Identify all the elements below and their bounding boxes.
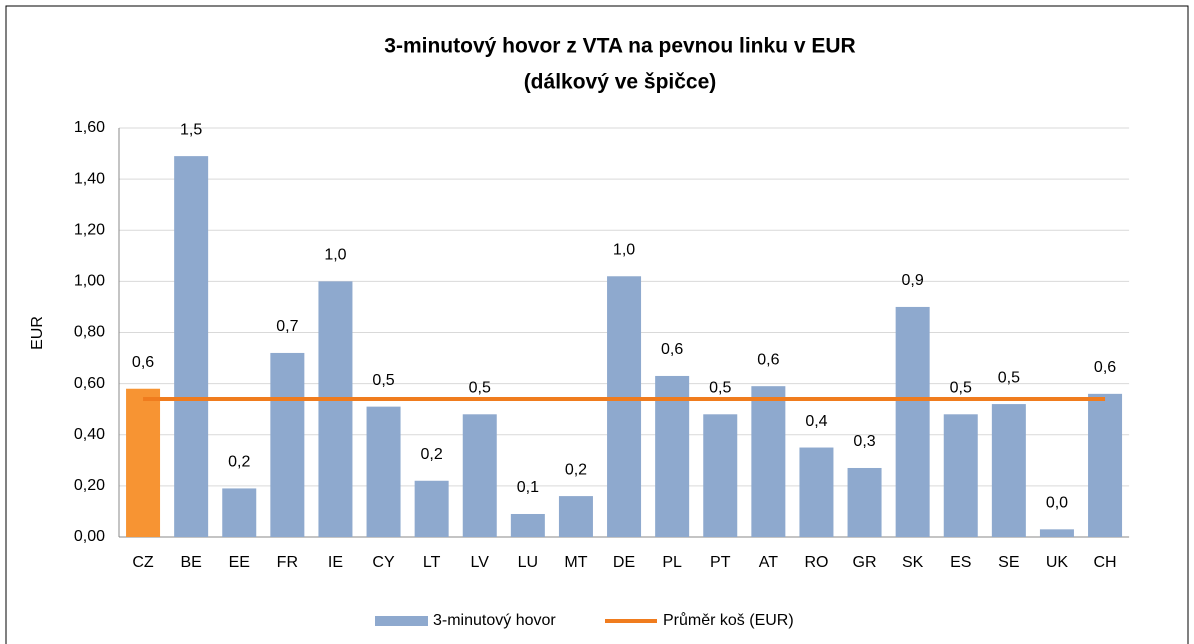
bar: [703, 414, 738, 537]
data-label: 0,5: [469, 380, 491, 397]
x-tick-label: DE: [613, 554, 635, 571]
y-tick-label: 1,40: [74, 170, 105, 187]
bar: [222, 488, 257, 537]
bar: [799, 447, 834, 537]
bar: [126, 388, 161, 537]
x-tick-label: CZ: [132, 554, 154, 571]
legend-label: 3-minutový hovor: [433, 612, 556, 629]
y-tick-label: 0,80: [74, 324, 105, 341]
y-tick-label: 1,20: [74, 221, 105, 238]
x-tick-label: CH: [1093, 554, 1116, 571]
y-tick-label: 0,40: [74, 426, 105, 443]
bar: [318, 281, 353, 537]
data-label: 0,6: [132, 354, 154, 371]
data-label: 1,5: [180, 121, 202, 138]
data-label: 1,0: [613, 241, 635, 258]
x-tick-label: PL: [662, 554, 682, 571]
x-tick-label: EE: [229, 554, 250, 571]
x-tick-label: UK: [1046, 554, 1069, 571]
x-tick-label: MT: [564, 554, 587, 571]
data-label: 0,6: [1094, 359, 1116, 376]
bar: [174, 156, 209, 537]
x-tick-label: SE: [998, 554, 1019, 571]
bar: [414, 480, 449, 537]
x-tick-label: LV: [471, 554, 490, 571]
data-label: 0,2: [421, 446, 443, 463]
data-label: 0,3: [853, 433, 875, 450]
chart-subtitle: (dálkový ve špičce): [524, 71, 717, 94]
x-tick-label: CY: [372, 554, 395, 571]
x-tick-label: SK: [902, 554, 924, 571]
x-tick-label: RO: [804, 554, 828, 571]
bar: [366, 406, 401, 537]
data-label: 0,6: [661, 341, 683, 358]
chart-title: 3-minutový hovor z VTA na pevnou linku v…: [384, 35, 855, 58]
x-tick-label: LU: [518, 554, 538, 571]
x-tick-label: BE: [180, 554, 201, 571]
x-tick-label: IE: [328, 554, 343, 571]
bar: [607, 276, 642, 537]
x-tick-label: AT: [759, 554, 778, 571]
y-axis-label: EUR: [29, 316, 46, 350]
data-label: 0,2: [565, 461, 587, 478]
bar: [751, 386, 786, 537]
data-label: 0,1: [517, 479, 539, 496]
bar: [510, 513, 545, 537]
x-tick-label: PT: [710, 554, 731, 571]
data-label: 0,5: [372, 372, 394, 389]
legend-label: Průměr koš (EUR): [663, 611, 794, 629]
bar: [1088, 393, 1123, 537]
bar: [991, 404, 1026, 537]
data-label: 1,0: [324, 247, 346, 264]
y-tick-label: 1,60: [74, 119, 105, 136]
x-tick-label: ES: [950, 554, 971, 571]
bar: [847, 467, 882, 537]
data-label: 0,4: [805, 413, 827, 430]
x-tick-label: LT: [423, 554, 441, 571]
data-label: 0,5: [709, 380, 731, 397]
data-label: 0,2: [228, 454, 250, 471]
y-tick-label: 0,60: [74, 375, 105, 392]
x-tick-label: FR: [277, 554, 298, 571]
legend-swatch: [375, 616, 428, 626]
y-tick-label: 1,00: [74, 273, 105, 290]
y-tick-label: 0,00: [74, 528, 105, 545]
data-label: 0,0: [1046, 495, 1068, 512]
bar: [462, 414, 497, 537]
data-label: 0,5: [950, 380, 972, 397]
bar: [558, 496, 593, 537]
bar: [1039, 529, 1074, 537]
bar: [270, 352, 305, 537]
data-label: 0,9: [902, 272, 924, 289]
x-tick-label: GR: [853, 554, 877, 571]
data-label: 0,6: [757, 351, 779, 368]
bar: [655, 375, 690, 537]
bar: [895, 306, 930, 537]
data-label: 0,5: [998, 369, 1020, 386]
y-tick-label: 0,20: [74, 477, 105, 494]
bar: [943, 414, 978, 537]
data-label: 0,7: [276, 318, 298, 335]
